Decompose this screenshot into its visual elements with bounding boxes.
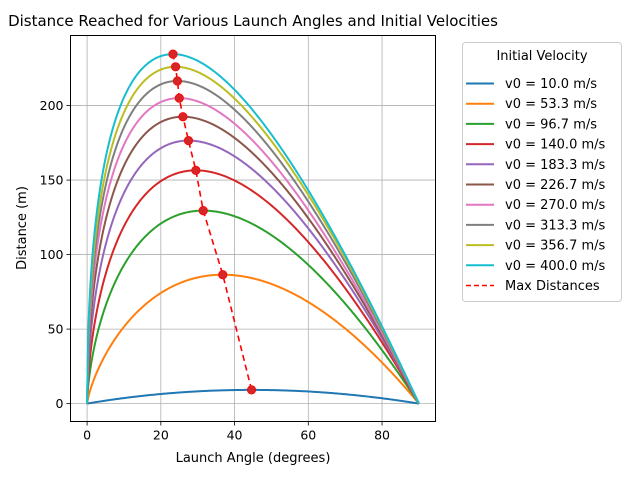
max-distance-point (170, 62, 181, 72)
series-line-10 (86, 53, 420, 405)
legend-items: v0 = 10.0 m/s v0 = 53.3 m/s v0 = 96.7 m/s v… (466, 77, 606, 294)
max-distance-point (168, 49, 178, 59)
series-line-6 (86, 115, 420, 405)
chart-title: Distance Reached for Various Launch Angl… (8, 12, 498, 30)
y-tick-label: 0 (56, 396, 64, 411)
series-line-5 (86, 139, 420, 405)
x-tick-label: 20 (153, 428, 169, 443)
series-line-8 (86, 79, 420, 405)
y-tick-label: 50 (48, 322, 64, 337)
legend: Initial Velocity v0 = 10.0 m/s v0 = 53.3 … (462, 42, 622, 302)
max-distance-point (218, 270, 228, 280)
x-axis-label: Launch Angle (degrees) (176, 451, 331, 466)
y-axis-label: Distance (m) (15, 186, 30, 270)
x-tick-label: 80 (374, 428, 390, 443)
legend-label: v0 = 96.7 m/s (505, 117, 597, 132)
legend-title: Initial Velocity (496, 49, 587, 64)
legend-label: v0 = 183.3 m/s (505, 158, 606, 173)
series-line-7 (86, 97, 420, 405)
y-tick-label: 200 (40, 98, 64, 113)
max-distance-point (191, 165, 201, 175)
legend-label: v0 = 53.3 m/s (505, 97, 597, 112)
max-distance-point (246, 385, 257, 395)
legend-label: v0 = 270.0 m/s (505, 198, 606, 213)
legend-label: v0 = 226.7 m/s (505, 178, 606, 193)
max-distance-point (178, 112, 188, 122)
max-distances-line (172, 53, 253, 391)
series-line-4 (86, 169, 420, 405)
y-tick-label: 100 (40, 247, 64, 262)
series-line-3 (86, 209, 420, 405)
legend-label: v0 = 400.0 m/s (505, 259, 606, 274)
max-distance-point (183, 135, 194, 146)
x-tick-label: 60 (300, 428, 316, 443)
series-line-2 (86, 273, 420, 405)
max-distance-point (174, 93, 184, 103)
legend-label: v0 = 140.0 m/s (505, 138, 606, 153)
plot-frame (70, 35, 436, 422)
legend-label: Max Distances (505, 279, 600, 294)
max-distances-layer (168, 49, 257, 395)
y-tick-label: 150 (40, 173, 64, 188)
legend-box (462, 42, 622, 302)
x-tick-label: 40 (227, 428, 243, 443)
legend-label: v0 = 313.3 m/s (505, 218, 606, 233)
legend-label: v0 = 356.7 m/s (505, 239, 606, 254)
max-distance-point (172, 76, 183, 86)
ticks: 0 20 40 60 80 0 50 100 150 200 (40, 98, 390, 442)
x-tick-label: 0 (83, 428, 91, 443)
max-distance-point (198, 206, 208, 216)
legend-label: v0 = 10.0 m/s (505, 77, 597, 92)
